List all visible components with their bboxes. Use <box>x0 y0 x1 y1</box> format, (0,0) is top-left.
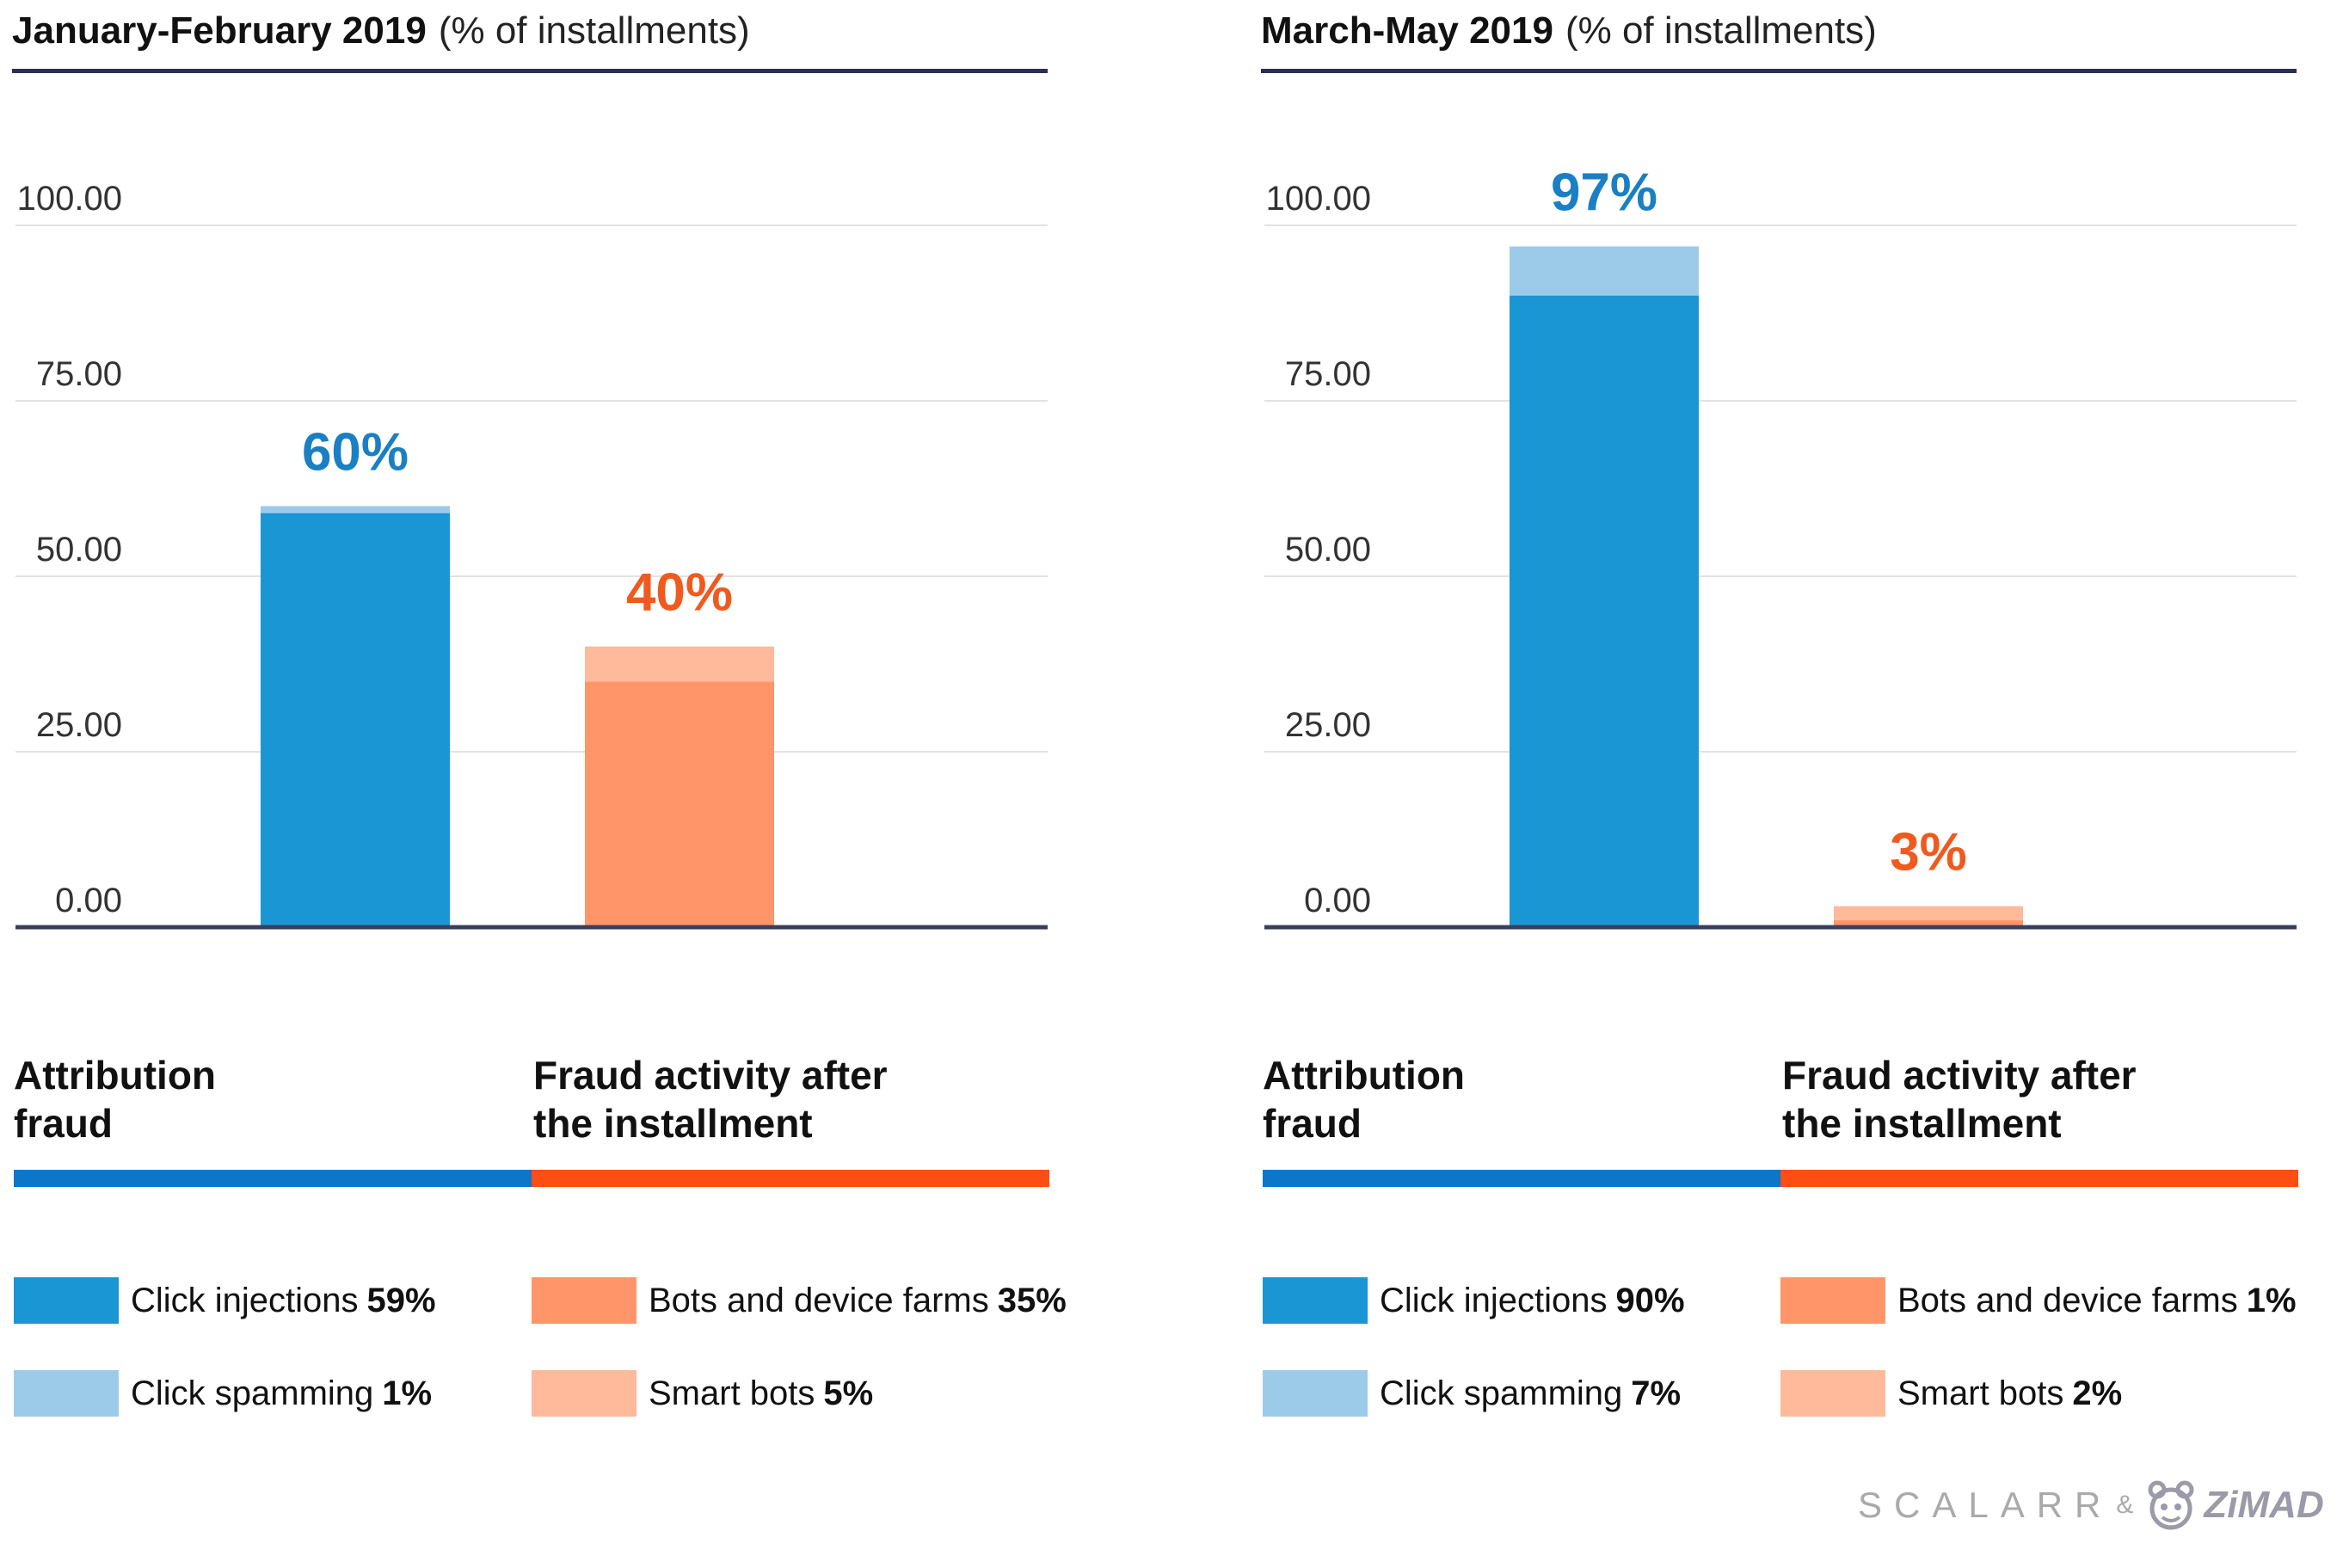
chart-subtitle: (% of installments) <box>438 9 750 52</box>
bar-bots-and-device-farms <box>585 681 774 927</box>
legend-value: 1% <box>382 1374 433 1412</box>
category-label-attribution-fraud: Attribution fraud <box>14 1053 217 1146</box>
legend-swatch <box>14 1277 119 1324</box>
category-bar-orange <box>532 1170 1049 1187</box>
y-tick-label: 0.00 <box>55 882 122 919</box>
title-rule <box>1261 69 2297 73</box>
chart-subtitle: (% of installments) <box>1565 9 1877 52</box>
legend-label: Smart bots <box>649 1374 815 1412</box>
legend-swatch <box>532 1370 636 1417</box>
legend-swatch <box>1263 1370 1368 1417</box>
legend-label: Bots and device farms <box>649 1281 989 1319</box>
legend-swatch <box>1263 1277 1368 1324</box>
chart-title: March-May 2019 (% of installments) <box>1261 7 1877 55</box>
bar-smart-bots <box>1834 906 2023 920</box>
legend-label: Click spamming <box>131 1374 374 1412</box>
legend-item-smart-bots: Smart bots 2% <box>1780 1369 2122 1417</box>
category-bar-orange <box>1780 1170 2298 1187</box>
bar-click-spamming <box>1510 246 1699 296</box>
legend-label: Smart bots <box>1897 1374 2064 1412</box>
category-bar-blue <box>1263 1170 1780 1187</box>
bar-smart-bots <box>585 646 774 682</box>
legend-label: Click injections <box>1380 1281 1608 1319</box>
legend-value: 7% <box>1631 1374 1682 1412</box>
legend-value: 59% <box>366 1281 436 1319</box>
legend-value: 90% <box>1615 1281 1685 1319</box>
zimad-mascot-icon <box>2148 1480 2194 1530</box>
legend-value: 1% <box>2246 1281 2297 1319</box>
y-tick-label: 50.00 <box>1285 531 1371 569</box>
y-tick-label: 0.00 <box>1304 882 1371 919</box>
y-tick-label: 100.00 <box>1266 180 1371 218</box>
title-rule <box>12 69 1048 73</box>
legend-swatch <box>1780 1370 1885 1417</box>
credit-footer: SCALARR & ZiMAD <box>1858 1478 2324 1533</box>
category-label-fraud-after-install: Fraud activity after the installment <box>1782 1053 2137 1146</box>
legend-item-click-injections: Click injections 90% <box>1263 1276 1685 1325</box>
bar-chart: 0.00 25.00 50.00 75.00 100.00 60% 40% <box>15 180 1048 930</box>
legend-value: 35% <box>997 1281 1067 1319</box>
bar-click-injections <box>261 513 450 927</box>
bar-total-label: 97% <box>1551 163 1657 222</box>
y-tick-label: 75.00 <box>1285 355 1371 393</box>
chart-panel-mar-may: March-May 2019 (% of installments) 0.00 25… <box>1249 0 2315 1568</box>
bar-click-spamming <box>261 506 450 513</box>
bar-bots-and-device-farms <box>1834 919 2023 927</box>
legend-label: Bots and device farms <box>1897 1281 2238 1319</box>
category-label-fraud-after-install: Fraud activity after the installment <box>533 1053 888 1146</box>
chart-title-main: March-May 2019 <box>1261 9 1553 52</box>
legend-item-bots-device-farms: Bots and device farms 35% <box>532 1276 1067 1325</box>
bar-total-label: 60% <box>302 422 409 482</box>
legend-value: 5% <box>823 1374 874 1412</box>
legend-label: Click spamming <box>1380 1374 1623 1412</box>
legend-item-click-spamming: Click spamming 7% <box>1263 1369 1681 1417</box>
bar-total-label: 40% <box>626 563 733 623</box>
legend-swatch <box>532 1277 636 1324</box>
credit-ampersand: & <box>2116 1491 2134 1519</box>
legend-item-click-injections: Click injections 59% <box>14 1276 436 1325</box>
category-bar-blue <box>14 1170 532 1187</box>
bar-total-label: 3% <box>1890 823 1967 882</box>
legend-value: 2% <box>2072 1374 2123 1412</box>
y-tick-label: 75.00 <box>36 355 122 393</box>
y-tick-label: 100.00 <box>17 180 122 218</box>
zimad-logo: ZiMAD <box>2143 1478 2324 1533</box>
legend-swatch <box>1780 1277 1885 1324</box>
zimad-logo-text: ZiMAD <box>2204 1484 2324 1526</box>
legend-swatch <box>14 1370 119 1417</box>
legend-item-bots-device-farms: Bots and device farms 1% <box>1780 1276 2297 1325</box>
bar-click-injections <box>1510 295 1699 928</box>
legend-label: Click injections <box>131 1281 359 1319</box>
chart-title-main: January-February 2019 <box>12 9 427 52</box>
y-tick-label: 25.00 <box>36 706 122 744</box>
chart-panel-jan-feb: January-February 2019 (% of installments)… <box>0 0 1067 1568</box>
chart-title: January-February 2019 (% of installments) <box>12 7 750 55</box>
legend-item-click-spamming: Click spamming 1% <box>14 1369 432 1417</box>
y-tick-label: 25.00 <box>1285 706 1371 744</box>
legend-item-smart-bots: Smart bots 5% <box>532 1369 873 1417</box>
bar-chart: 0.00 25.00 50.00 75.00 100.00 97% 3% <box>1264 163 2297 930</box>
y-tick-label: 50.00 <box>36 531 122 569</box>
category-label-attribution-fraud: Attribution fraud <box>1263 1053 1466 1146</box>
scalarr-logo-text: SCALARR <box>1858 1485 2113 1525</box>
